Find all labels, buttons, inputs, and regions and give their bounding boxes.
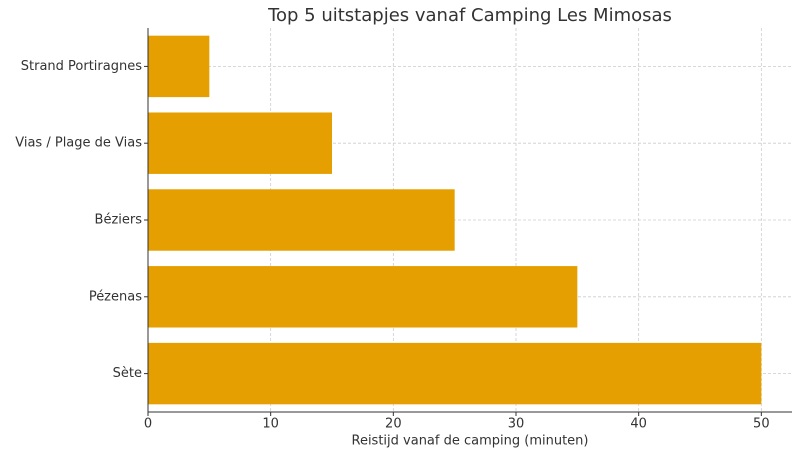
x-tick-label: 30	[508, 417, 525, 432]
y-tick-label: Strand Portiragnes	[21, 59, 142, 74]
chart-title: Top 5 uitstapjes vanaf Camping Les Mimos…	[267, 5, 672, 26]
y-tick-label: Pézenas	[89, 289, 142, 304]
bar	[148, 266, 578, 328]
x-tick-label: 40	[630, 417, 647, 432]
y-tick-label: Béziers	[95, 213, 143, 228]
x-tick-label: 10	[262, 417, 279, 432]
x-tick-label: 50	[753, 417, 770, 432]
y-tick-label: Sète	[113, 366, 142, 381]
y-tick-label: Vias / Plage de Vias	[15, 136, 142, 151]
bar	[148, 112, 332, 174]
x-tick-label: 0	[144, 417, 152, 432]
x-tick-label: 20	[385, 417, 402, 432]
x-axis-label: Reistijd vanaf de camping (minuten)	[352, 434, 589, 449]
bar	[148, 35, 210, 98]
bar	[148, 189, 455, 251]
bar	[148, 342, 762, 405]
